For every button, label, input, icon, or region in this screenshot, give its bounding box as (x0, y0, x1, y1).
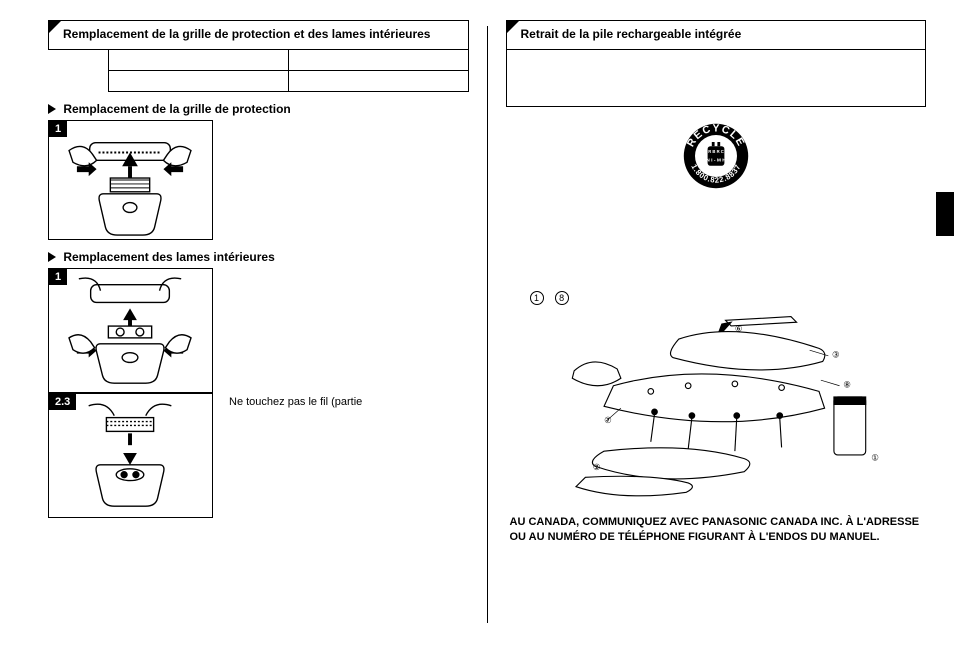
edge-tab (936, 192, 954, 236)
svg-text:⑥: ⑥ (734, 323, 742, 333)
shaver-remove-blades-illustration (49, 269, 212, 392)
shaver-insert-blades-illustration (49, 394, 212, 517)
subheading-inner-blades: Remplacement des lames intérieures (48, 250, 469, 264)
figure-tag: 1 (49, 269, 67, 285)
figure-tag: 2.3 (49, 394, 76, 410)
exploded-shaver-diagram: ⑥ ③ ⑧ ⑤ ④ ⑦ ② (548, 311, 884, 498)
figure-outer-foil-1: 1 (48, 120, 213, 240)
svg-text:⑦: ⑦ (604, 415, 612, 425)
triangle-bullet-icon (48, 104, 56, 114)
triangle-bullet-icon (48, 252, 56, 262)
figure-inner-blades-1: 1 (48, 268, 213, 393)
disassembly-step-range: 1 8 (530, 291, 927, 305)
figure-row-3: 2.3 (48, 393, 469, 518)
svg-text:①: ① (871, 452, 879, 462)
recycle-seal-icon: RECYCLE 1.800.822.8837 R B R C N I - M H (681, 121, 751, 191)
recycle-line2: N I - M H (706, 157, 726, 163)
battery-info-box (506, 50, 927, 107)
subheading-outer-foil-label: Remplacement de la grille de protection (63, 102, 290, 116)
figure-tag: 1 (49, 121, 67, 137)
shaver-head-remove-illustration (49, 121, 212, 239)
subheading-outer-foil: Remplacement de la grille de protection (48, 102, 469, 116)
column-divider (487, 26, 488, 623)
step-end: 8 (555, 291, 569, 305)
subheading-inner-blades-label: Remplacement des lames intérieures (63, 250, 274, 264)
svg-text:②: ② (592, 461, 600, 471)
left-section-header: Remplacement de la grille de protection … (48, 20, 469, 50)
figure-inner-blades-2-3: 2.3 (48, 393, 213, 518)
step-start: 1 (530, 291, 544, 305)
svg-text:⑧: ⑧ (843, 379, 851, 389)
page-spread: Remplacement de la grille de protection … (0, 0, 954, 671)
right-column: Retrait de la pile rechargeable intégrée… (506, 20, 927, 651)
recycle-line1: R B R C (708, 149, 724, 154)
figure-3-caption: Ne touchez pas le fil (partie (229, 393, 362, 409)
canada-contact-note: AU CANADA, COMMUNIQUEZ AVEC PANASONIC CA… (510, 515, 923, 545)
right-section-header: Retrait de la pile rechargeable intégrée (506, 20, 927, 50)
replacement-table (108, 50, 469, 92)
left-column: Remplacement de la grille de protection … (48, 20, 469, 651)
svg-text:③: ③ (832, 349, 840, 359)
